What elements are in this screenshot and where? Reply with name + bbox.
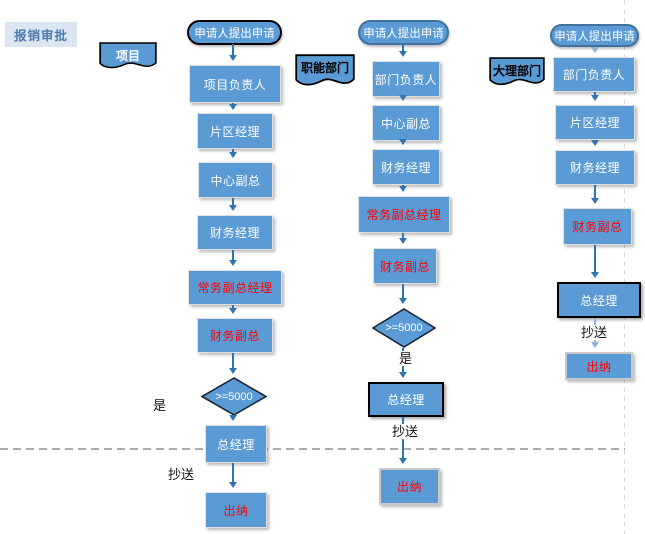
cashier-node[interactable]: 出纳 [565, 352, 633, 380]
connector-arrow [229, 149, 237, 158]
callout-label: 职能部门 [300, 61, 349, 75]
diamond-shape-icon [372, 308, 436, 348]
callout-label: 大理部门 [492, 64, 541, 78]
flow-step-node[interactable]: 财务经理 [372, 149, 440, 185]
manager-node[interactable]: 总经理 [205, 425, 267, 463]
flow-step-node[interactable]: 片区经理 [555, 105, 635, 140]
edge-label-cc: 抄送 [391, 424, 420, 439]
flow-step-node[interactable]: 常务副总经理 [358, 196, 450, 233]
flow-step-node[interactable]: 项目负责人 [189, 65, 281, 103]
manager-node[interactable]: 总经理 [557, 282, 641, 318]
connector-arrow [399, 139, 407, 145]
connector-arrow [399, 185, 407, 192]
connector-arrow [591, 140, 599, 146]
connector-arrow [399, 366, 407, 378]
flow-step-node[interactable]: 财务经理 [555, 150, 635, 185]
connector-arrow [399, 44, 407, 57]
edge-label-yes: 是 [398, 351, 414, 366]
connector-arrow [399, 417, 407, 464]
flow-step-node[interactable]: 部门负责人 [553, 57, 635, 92]
lane-callout-functional-dept[interactable]: 职能部门 [295, 54, 355, 90]
callout-label: 项目 [115, 49, 140, 63]
cashier-node[interactable]: 出纳 [379, 468, 440, 505]
flow-step-node[interactable]: 常务副总经理 [188, 270, 282, 305]
lane-callout-dali-dept[interactable]: 大理部门 [489, 57, 545, 89]
connector-arrow [229, 415, 237, 421]
connector-line [402, 348, 404, 352]
connector-arrow [229, 103, 237, 110]
decision-label: >=5000 [385, 322, 423, 334]
flow-step-node[interactable]: 财务副总 [373, 248, 437, 284]
decision-diamond[interactable]: >=5000 [372, 308, 436, 348]
connector-arrow [399, 233, 407, 244]
decision-diamond[interactable]: >=5000 [201, 377, 267, 416]
flow-step-node[interactable]: 财务副总 [197, 318, 273, 353]
decision-label: >=5000 [215, 390, 253, 403]
manager-node[interactable]: 总经理 [368, 382, 444, 417]
document-shape-icon [295, 54, 355, 86]
start-terminator-lane2[interactable]: 申请人提出申请 [358, 20, 449, 45]
flow-step-node[interactable]: 片区经理 [197, 113, 273, 149]
flow-step-node[interactable]: 中心副总 [372, 105, 440, 141]
connector-arrow [591, 185, 599, 204]
connector-arrow [229, 463, 237, 488]
connector-arrow [229, 353, 237, 374]
connector-arrow [229, 44, 237, 61]
edge-label-cc: 抄送 [580, 325, 609, 340]
flow-step-node[interactable]: 财务副总 [563, 208, 632, 245]
document-shape-icon [99, 42, 157, 69]
document-shape-icon [489, 57, 545, 86]
connector-arrow [229, 305, 237, 314]
start-terminator-lane1[interactable]: 申请人提出申请 [187, 20, 282, 45]
page-break-line-horizontal [0, 448, 625, 450]
connector-arrow [399, 95, 407, 101]
connector-arrow [591, 245, 599, 278]
flow-step-node[interactable]: 部门负责人 [372, 61, 440, 97]
page-title: 报销审批 [5, 22, 77, 47]
page-break-line-vertical [624, 0, 625, 534]
edge-label-yes: 是 [152, 398, 168, 413]
lane-callout-project[interactable]: 项目 [99, 42, 157, 72]
connector-arrow [229, 198, 237, 211]
flow-step-node[interactable]: 财务经理 [197, 215, 273, 250]
cashier-node[interactable]: 出纳 [205, 492, 267, 528]
flow-step-node[interactable]: 中心副总 [198, 162, 273, 198]
connector-arrow [591, 47, 599, 53]
edge-label-cc: 抄送 [167, 467, 196, 482]
start-terminator-lane3[interactable]: 申请人提出申请 [550, 24, 639, 47]
connector-arrow [399, 284, 407, 304]
connector-arrow [591, 92, 599, 101]
connector-arrow [229, 250, 237, 266]
